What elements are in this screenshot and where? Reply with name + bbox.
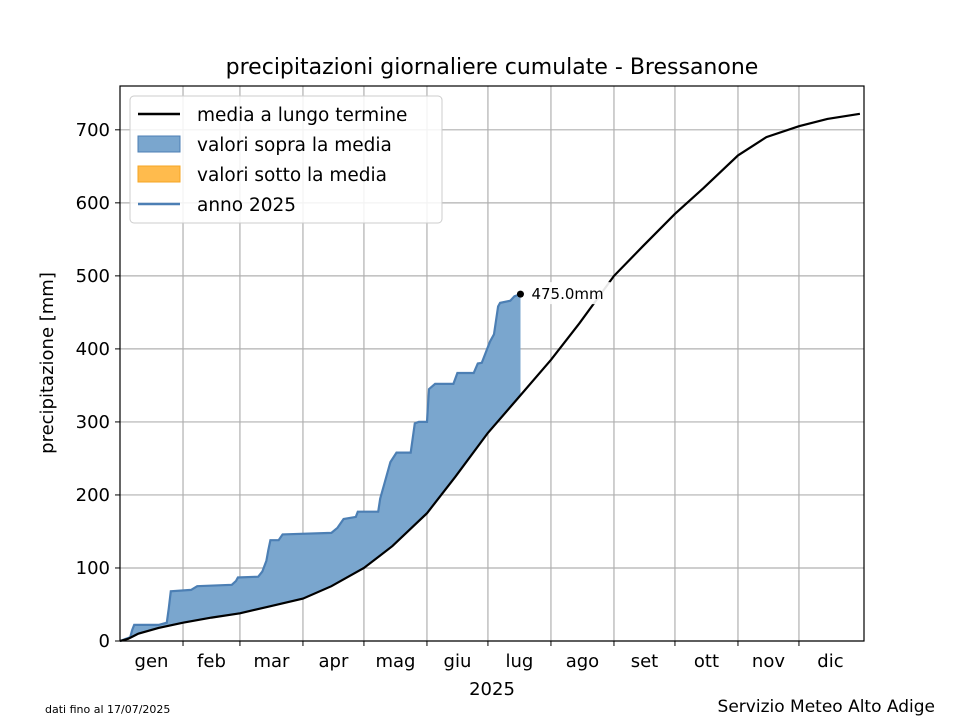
legend: media a lungo termine valori sopra la med… — [129, 95, 443, 224]
y-tick-label: 600 — [76, 193, 110, 214]
legend-label: valori sopra la media — [197, 135, 392, 156]
y-axis-label: precipitazione [mm] — [37, 272, 58, 454]
legend-fill-swatch — [137, 135, 181, 153]
x-tick-label: apr — [319, 651, 349, 672]
annotation: 475.0mm — [516, 282, 613, 305]
series-media-lungo-termine — [119, 112, 861, 643]
x-tick-label: gen — [135, 651, 169, 672]
legend-label: valori sotto la media — [197, 165, 387, 186]
annotation-box — [526, 282, 613, 305]
x-tick-label: ago — [566, 651, 599, 672]
last-value-marker — [516, 290, 524, 298]
y-tick-label: 0 — [99, 631, 110, 652]
legend-label: anno 2025 — [197, 195, 296, 216]
legend-label: media a lungo termine — [197, 105, 407, 126]
last-value-label: 475.0mm — [531, 285, 603, 303]
legend-box — [129, 95, 443, 224]
x-tick-label: dic — [817, 651, 843, 672]
y-ticks: 0 100 200 300 400 500 600 700 — [76, 120, 120, 652]
x-tick-label: ott — [694, 651, 719, 672]
x-tick-label: giu — [444, 651, 472, 672]
x-ticks: gen feb mar apr mag giu lug ago set ott nov dic — [135, 641, 844, 672]
x-tick-label: lug — [506, 651, 534, 672]
x-tick-label: set — [631, 651, 659, 672]
x-tick-label: nov — [752, 651, 785, 672]
chart-title: precipitazioni giornaliere cumulate - Br… — [226, 55, 759, 80]
y-tick-label: 700 — [76, 120, 110, 141]
x-tick-label: feb — [197, 651, 226, 672]
x-tick-label: mag — [375, 651, 415, 672]
legend-fill-swatch — [137, 165, 181, 183]
y-tick-label: 500 — [76, 266, 110, 287]
y-tick-label: 100 — [76, 558, 110, 579]
x-tick-label: mar — [253, 651, 290, 672]
area-fills — [120, 294, 521, 641]
date-note: dati fino al 17/07/2025 — [45, 703, 170, 716]
y-tick-label: 200 — [76, 485, 110, 506]
credit: Servizio Meteo Alto Adige — [718, 697, 935, 717]
above-average-area — [120, 294, 521, 641]
y-tick-label: 300 — [76, 412, 110, 433]
x-axis-label: 2025 — [469, 679, 515, 700]
y-tick-label: 400 — [76, 339, 110, 360]
series-anno-2025 — [119, 293, 521, 643]
series-lines — [119, 112, 861, 643]
plot-frame — [119, 85, 865, 642]
